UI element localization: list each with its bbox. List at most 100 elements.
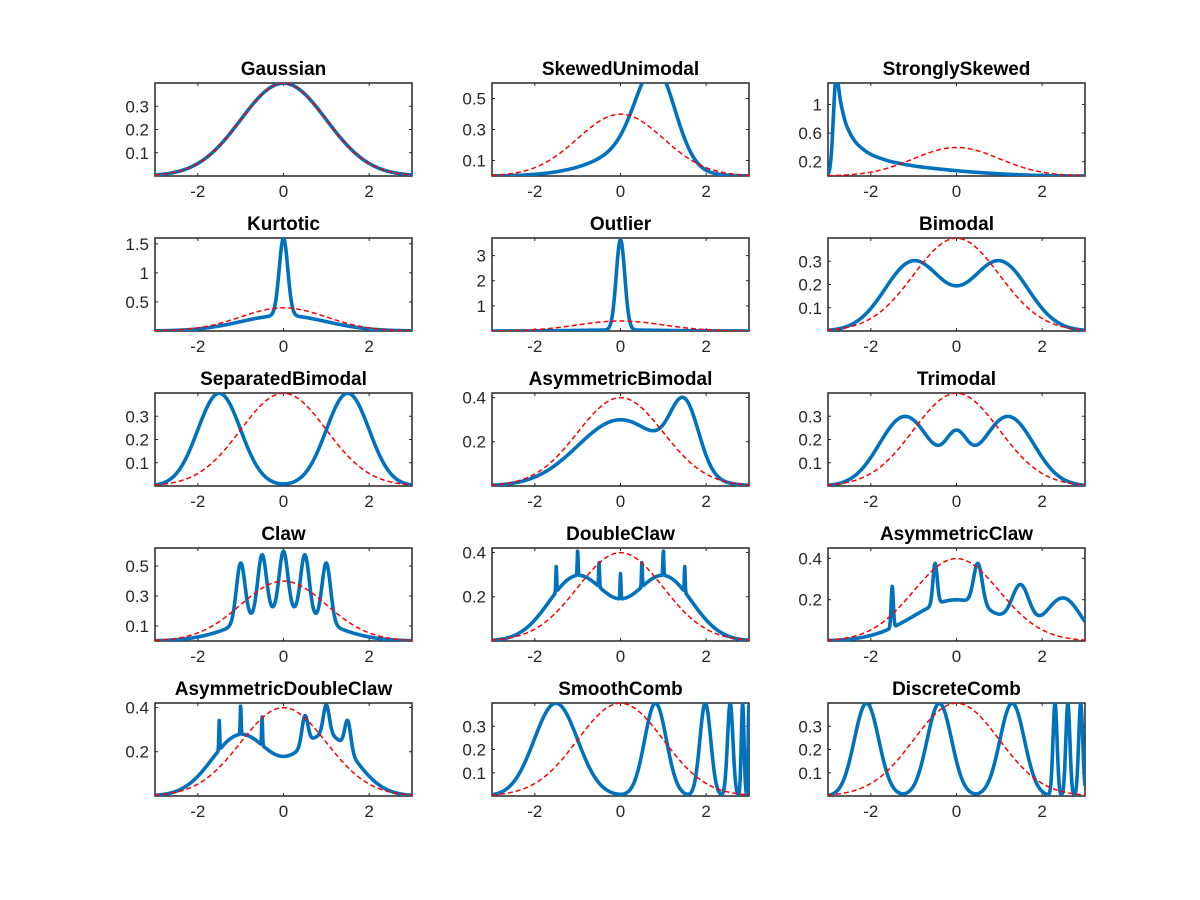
y-tick-label: 0.1 <box>798 454 822 473</box>
y-tick-label: 0.3 <box>125 97 149 116</box>
y-tick-label: 0.2 <box>798 591 822 610</box>
x-tick-label: 2 <box>701 802 710 821</box>
y-tick-label: 0.1 <box>462 764 486 783</box>
x-tick-label: 2 <box>1037 182 1046 201</box>
density-line <box>828 414 1085 486</box>
x-tick-label: 0 <box>279 802 288 821</box>
x-tick-label: 0 <box>952 647 961 666</box>
y-tick-label: 0.3 <box>462 717 486 736</box>
x-tick-label: -2 <box>190 492 205 511</box>
density-line <box>155 549 412 641</box>
x-tick-label: 0 <box>616 182 625 201</box>
panel-discretecomb: DiscreteComb -2 0 2 0.1 0.2 0.3 <box>798 679 1086 821</box>
y-tick-label: 0.2 <box>798 153 822 172</box>
axes-box <box>154 82 413 177</box>
x-tick-label: 2 <box>701 647 710 666</box>
chart-title: Claw <box>261 524 306 545</box>
reference-normal-line <box>828 557 1085 641</box>
x-tick-label: -2 <box>527 647 542 666</box>
plot-area <box>828 557 1085 641</box>
panel-kurtotic: Kurtotic -2 0 2 0.5 1 1.5 <box>125 214 413 356</box>
y-tick-label: 3 <box>477 247 486 266</box>
y-tick-label: 0.1 <box>125 617 149 636</box>
y-tick-label: 0.2 <box>462 741 486 760</box>
y-tick-label: 0.5 <box>125 557 149 576</box>
y-tick-label: 0.3 <box>125 587 149 606</box>
x-tick-label: 2 <box>364 492 373 511</box>
plot-area <box>492 395 749 486</box>
axes-box <box>154 702 413 797</box>
reference-normal-line <box>155 83 412 176</box>
density-line <box>492 83 749 176</box>
y-tick-label: 0.5 <box>462 90 486 109</box>
y-tick-label: 0.1 <box>125 454 149 473</box>
y-tick-label: 0.1 <box>798 299 822 318</box>
reference-normal-line <box>492 113 749 176</box>
y-tick-label: 0.2 <box>798 741 822 760</box>
chart-title: AsymmetricBimodal <box>529 369 713 390</box>
panel-doubleclaw: DoubleClaw -2 0 2 0.2 0.4 <box>462 524 750 666</box>
axes-box <box>827 392 1086 487</box>
y-tick-label: 2 <box>477 272 486 291</box>
y-tick-label: 0.2 <box>462 588 486 607</box>
axes-box <box>491 237 750 332</box>
panel-asymmetricbimodal: AsymmetricBimodal -2 0 2 0.2 0.4 <box>462 369 750 511</box>
y-tick-label: 0.2 <box>125 743 149 762</box>
plot-area <box>828 83 1085 176</box>
axes-box <box>827 82 1086 177</box>
x-tick-label: -2 <box>863 492 878 511</box>
x-tick-label: 2 <box>701 492 710 511</box>
x-tick-label: -2 <box>527 182 542 201</box>
plot-area <box>155 549 412 641</box>
y-tick-label: 0.2 <box>125 121 149 140</box>
reference-normal-line <box>155 706 412 796</box>
y-tick-label: 0.1 <box>798 764 822 783</box>
density-line <box>492 549 749 641</box>
y-tick-label: 0.4 <box>462 543 486 562</box>
x-tick-label: -2 <box>527 337 542 356</box>
plot-area <box>155 83 412 176</box>
x-tick-label: 2 <box>1037 647 1046 666</box>
x-tick-label: -2 <box>863 337 878 356</box>
plot-area <box>492 238 749 331</box>
x-tick-label: 2 <box>364 802 373 821</box>
y-tick-label: 0.1 <box>462 152 486 171</box>
plot-area <box>155 238 412 331</box>
x-tick-label: 0 <box>616 802 625 821</box>
panel-asymmetricdoubleclaw: AsymmetricDoubleClaw -2 0 2 0.2 0.4 <box>125 679 413 821</box>
chart-title: Bimodal <box>919 214 994 235</box>
y-tick-label: 1 <box>140 264 149 283</box>
reference-normal-line <box>828 238 1085 331</box>
reference-normal-line <box>492 551 749 641</box>
y-tick-label: 1 <box>477 297 486 316</box>
chart-title: Gaussian <box>241 59 327 80</box>
plot-area <box>492 549 749 641</box>
panel-claw: Claw -2 0 2 0.1 0.3 0.5 <box>125 524 413 666</box>
panel-trimodal: Trimodal -2 0 2 0.1 0.2 0.3 <box>798 369 1086 511</box>
x-tick-label: 2 <box>364 337 373 356</box>
plot-area <box>828 393 1085 486</box>
y-tick-label: 0.3 <box>798 252 822 271</box>
y-tick-label: 0.3 <box>125 407 149 426</box>
chart-title: DiscreteComb <box>892 679 1021 700</box>
y-tick-label: 0.3 <box>798 407 822 426</box>
y-tick-label: 0.6 <box>798 124 822 143</box>
chart-title: AsymmetricClaw <box>880 524 1033 545</box>
y-tick-label: 0.4 <box>462 388 486 407</box>
density-line <box>492 703 749 796</box>
x-tick-label: 0 <box>616 337 625 356</box>
density-line <box>155 238 412 331</box>
x-tick-label: -2 <box>190 647 205 666</box>
density-line <box>492 395 749 486</box>
panel-asymmetricclaw: AsymmetricClaw -2 0 2 0.2 0.4 <box>798 524 1086 666</box>
plot-area <box>155 393 412 486</box>
x-tick-label: 0 <box>279 492 288 511</box>
x-tick-label: 0 <box>279 647 288 666</box>
x-tick-label: 0 <box>952 182 961 201</box>
panel-outlier: Outlier -2 0 2 1 2 3 <box>477 214 750 356</box>
y-tick-label: 0.2 <box>462 433 486 452</box>
reference-normal-line <box>492 396 749 486</box>
chart-title: Kurtotic <box>247 214 320 235</box>
y-tick-label: 1.5 <box>125 235 149 254</box>
